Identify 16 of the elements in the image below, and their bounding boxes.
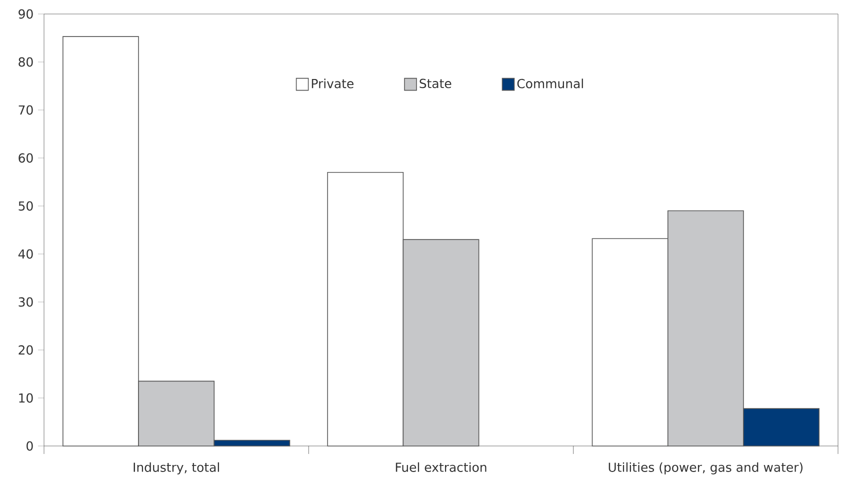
y-tick-label: 30 — [18, 297, 33, 307]
x-tick-label: Utilities (power, gas and water) — [608, 462, 803, 474]
y-tick-label: 10 — [19, 393, 33, 403]
legend-label: Communal — [517, 78, 583, 88]
y-tick-label: 0 — [26, 441, 33, 451]
x-tick-label: Fuel extraction — [396, 462, 486, 472]
x-tick-label: Industry, total — [134, 462, 219, 474]
y-tick-label: 20 — [18, 345, 33, 355]
y-tick-label: 40 — [18, 249, 33, 259]
y-tick-label: 90 — [18, 9, 33, 19]
y-tick-label: 70 — [18, 105, 33, 115]
y-tick-label: 50 — [18, 201, 33, 211]
y-tick-label: 80 — [18, 57, 33, 67]
legend-label: Private — [312, 78, 354, 88]
legend-label: State — [420, 78, 452, 88]
y-tick-label: 60 — [18, 153, 33, 163]
